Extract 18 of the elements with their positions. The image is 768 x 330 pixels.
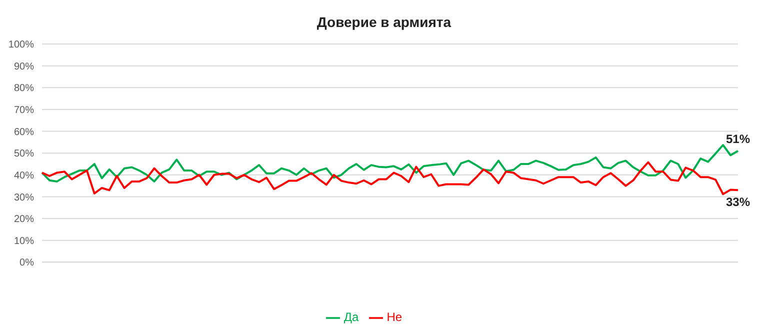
y-tick-label: 60% [14,126,34,138]
data-label: 51% [726,132,750,146]
y-tick-label: 20% [14,214,34,226]
y-tick-label: 30% [14,192,34,204]
y-tick-label: 40% [14,170,34,182]
y-tick-label: 70% [14,105,34,116]
y-tick-label: 0% [20,258,34,269]
y-tick-label: 80% [14,83,34,94]
data-label: 33% [726,195,750,210]
line-series [41,161,739,196]
y-tick-label: 50% [14,148,34,160]
y-tick-label: 90% [14,61,34,72]
y-tick-label: 10% [14,236,34,247]
legend-label: Не [386,310,402,324]
line-series [41,144,739,182]
y-tick-label: 100% [8,40,34,51]
chart-title: Доверие в армията [316,13,452,32]
legend-label: Да [344,310,359,324]
